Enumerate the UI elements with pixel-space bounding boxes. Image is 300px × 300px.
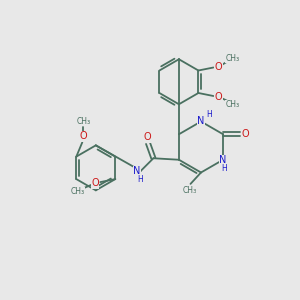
Text: H: H	[222, 164, 227, 173]
Text: N: N	[133, 167, 141, 176]
Text: 3: 3	[193, 189, 196, 194]
Text: O: O	[215, 92, 222, 102]
Text: O: O	[91, 178, 99, 188]
Text: N: N	[219, 155, 227, 165]
Text: O: O	[80, 131, 87, 141]
Text: O: O	[144, 132, 151, 142]
Text: CH₃: CH₃	[226, 54, 240, 63]
Text: N: N	[197, 116, 205, 126]
Text: H: H	[206, 110, 212, 119]
Text: CH: CH	[183, 186, 194, 195]
Text: O: O	[241, 129, 249, 139]
Text: CH₃: CH₃	[76, 117, 90, 126]
Text: O: O	[215, 62, 222, 72]
Text: H: H	[137, 175, 143, 184]
Text: CH₃: CH₃	[226, 100, 240, 109]
Text: CH₃: CH₃	[71, 187, 85, 196]
